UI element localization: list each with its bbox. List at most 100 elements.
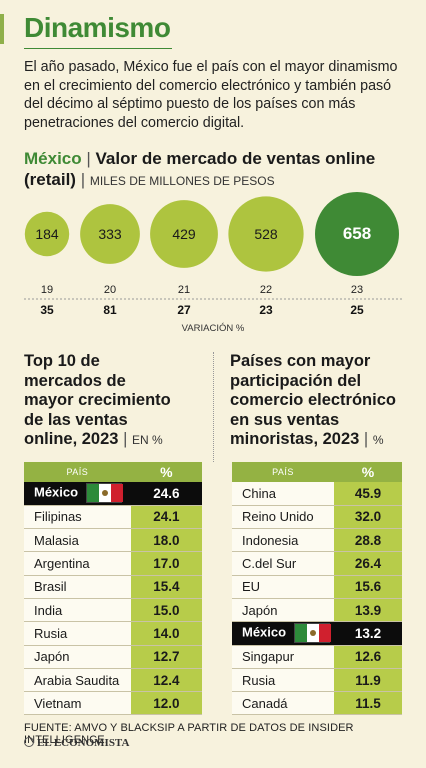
left-heading-line: online, 2023: [24, 430, 119, 448]
bubble-value: 333: [98, 226, 122, 242]
country-name: Japón: [232, 598, 334, 623]
percent-value: 15.6: [334, 575, 402, 599]
percent-value: 26.4: [334, 551, 402, 576]
table-row: Malasia 18.0: [24, 528, 202, 553]
country-name: C.del Sur: [232, 551, 334, 576]
brand-logo: EL ECONOMISTA: [24, 737, 129, 749]
variacion-label: VARIACIÓN %: [182, 323, 245, 334]
heading-unit: MILES DE MILLONES DE PESOS: [89, 174, 275, 188]
header-percent: %: [334, 462, 402, 482]
heading-separator: |: [123, 430, 128, 448]
percent-value: 32.0: [334, 505, 402, 530]
country-name: Malasia: [24, 528, 131, 553]
bubble-22: [228, 196, 304, 272]
percent-value: 11.9: [334, 668, 402, 693]
right-table-heading: Países con mayor participación del comer…: [230, 352, 420, 451]
country-name: Rusia: [232, 668, 334, 693]
table-row: China 45.9: [232, 482, 402, 506]
intro-paragraph: El año pasado, México fue el país con el…: [24, 59, 398, 131]
right-heading-line: comercio electrónico: [230, 391, 396, 409]
variacion-value: 27: [177, 303, 191, 317]
table-row: Japón 12.7: [24, 645, 202, 669]
bubble-value: 184: [35, 226, 59, 242]
mexico-flag-icon: [86, 483, 124, 504]
country-name: Vietnam: [24, 691, 131, 716]
variacion-value: 23: [259, 303, 273, 317]
table-row: Arabia Saudita 12.4: [24, 668, 202, 693]
header-country: PAÍS: [24, 462, 131, 482]
right-heading-line: participación del: [230, 371, 362, 390]
percent-value: 24.6: [130, 482, 202, 506]
percent-value: 11.5: [334, 691, 402, 716]
percent-value: 18.0: [130, 528, 202, 553]
country-name: Singapur: [232, 645, 334, 669]
brand-icon: [24, 737, 34, 747]
percent-value: 12.0: [130, 691, 202, 716]
country-name: Filipinas: [24, 505, 131, 530]
country-name: Arabia Saudita: [24, 668, 131, 693]
country-name: Japón: [24, 645, 131, 669]
year-label: 23: [351, 284, 363, 296]
title-underline: [24, 48, 172, 49]
table-row: México 24.6: [24, 482, 202, 506]
table-row: Reino Unido 32.0: [232, 505, 402, 530]
year-label: 20: [104, 284, 116, 296]
right-heading-line: en sus ventas: [230, 410, 340, 429]
left-table-heading: Top 10 de mercados de mayor crecimiento …: [24, 352, 214, 451]
column-divider: [213, 352, 214, 462]
table-row: Vietnam 12.0: [24, 691, 202, 716]
left-heading-line: mayor crecimiento: [24, 391, 171, 409]
percent-value: 12.4: [130, 668, 202, 693]
table-row: Japón 13.9: [232, 598, 402, 623]
table-row: México 13.2: [232, 621, 402, 646]
percent-value: 17.0: [130, 551, 202, 576]
right-heading-line: Países con mayor: [230, 352, 371, 370]
table-row: C.del Sur 26.4: [232, 551, 402, 576]
right-heading-line: minoristas, 2023: [230, 430, 360, 448]
bubble-19: [24, 211, 70, 257]
percent-value: 14.0: [130, 621, 202, 646]
country-name: Argentina: [24, 551, 131, 576]
table-row: EU 15.6: [232, 575, 402, 599]
table-header-row: PAÍS%: [232, 462, 402, 482]
brand-name: EL ECONOMISTA: [37, 737, 130, 749]
bubble-23: [315, 192, 399, 276]
table-row: Rusia 14.0: [24, 621, 202, 646]
left-heading-line: mercados de: [24, 371, 126, 390]
header-country: PAÍS: [232, 462, 334, 482]
country-name: Indonesia: [232, 528, 334, 553]
bubble-21: [150, 200, 218, 268]
bubble-value: 528: [254, 226, 278, 242]
percent-value: 12.6: [334, 645, 402, 669]
percent-value: 45.9: [334, 482, 402, 506]
variacion-value: 25: [350, 303, 364, 317]
table-row: Indonesia 28.8: [232, 528, 402, 553]
right-heading-unit: %: [372, 433, 384, 447]
variacion-value: 35: [40, 303, 54, 317]
country-name: EU: [232, 575, 334, 599]
table-row: Brasil 15.4: [24, 575, 202, 599]
year-label: 21: [178, 284, 190, 296]
country-name: China: [232, 482, 334, 506]
header-percent: %: [130, 462, 202, 482]
percent-value: 13.2: [334, 621, 402, 646]
percent-value: 24.1: [130, 505, 202, 530]
mexico-flag-icon: [294, 623, 332, 644]
table-row: Argentina 17.0: [24, 551, 202, 576]
table-header-row: PAÍS%: [24, 462, 202, 482]
country-name: India: [24, 598, 131, 623]
left-heading-unit: EN %: [131, 433, 163, 447]
country-name: México: [24, 482, 131, 506]
bubble-20: [80, 204, 140, 264]
country-name: Canadá: [232, 691, 334, 716]
table-row: Filipinas 24.1: [24, 505, 202, 530]
left-heading-line: de las ventas: [24, 410, 128, 429]
percent-value: 15.4: [130, 575, 202, 599]
country-name: Rusia: [24, 621, 131, 646]
percent-value: 15.0: [130, 598, 202, 623]
bubble-chart: 184 19 35 333 20 81 429 21 27 528 22 23 658 23 25 VARIA…: [24, 192, 402, 334]
bubble-value: 658: [343, 224, 371, 243]
year-label: 22: [260, 284, 272, 296]
table-row: Rusia 11.9: [232, 668, 402, 693]
bubble-value: 429: [172, 226, 196, 242]
